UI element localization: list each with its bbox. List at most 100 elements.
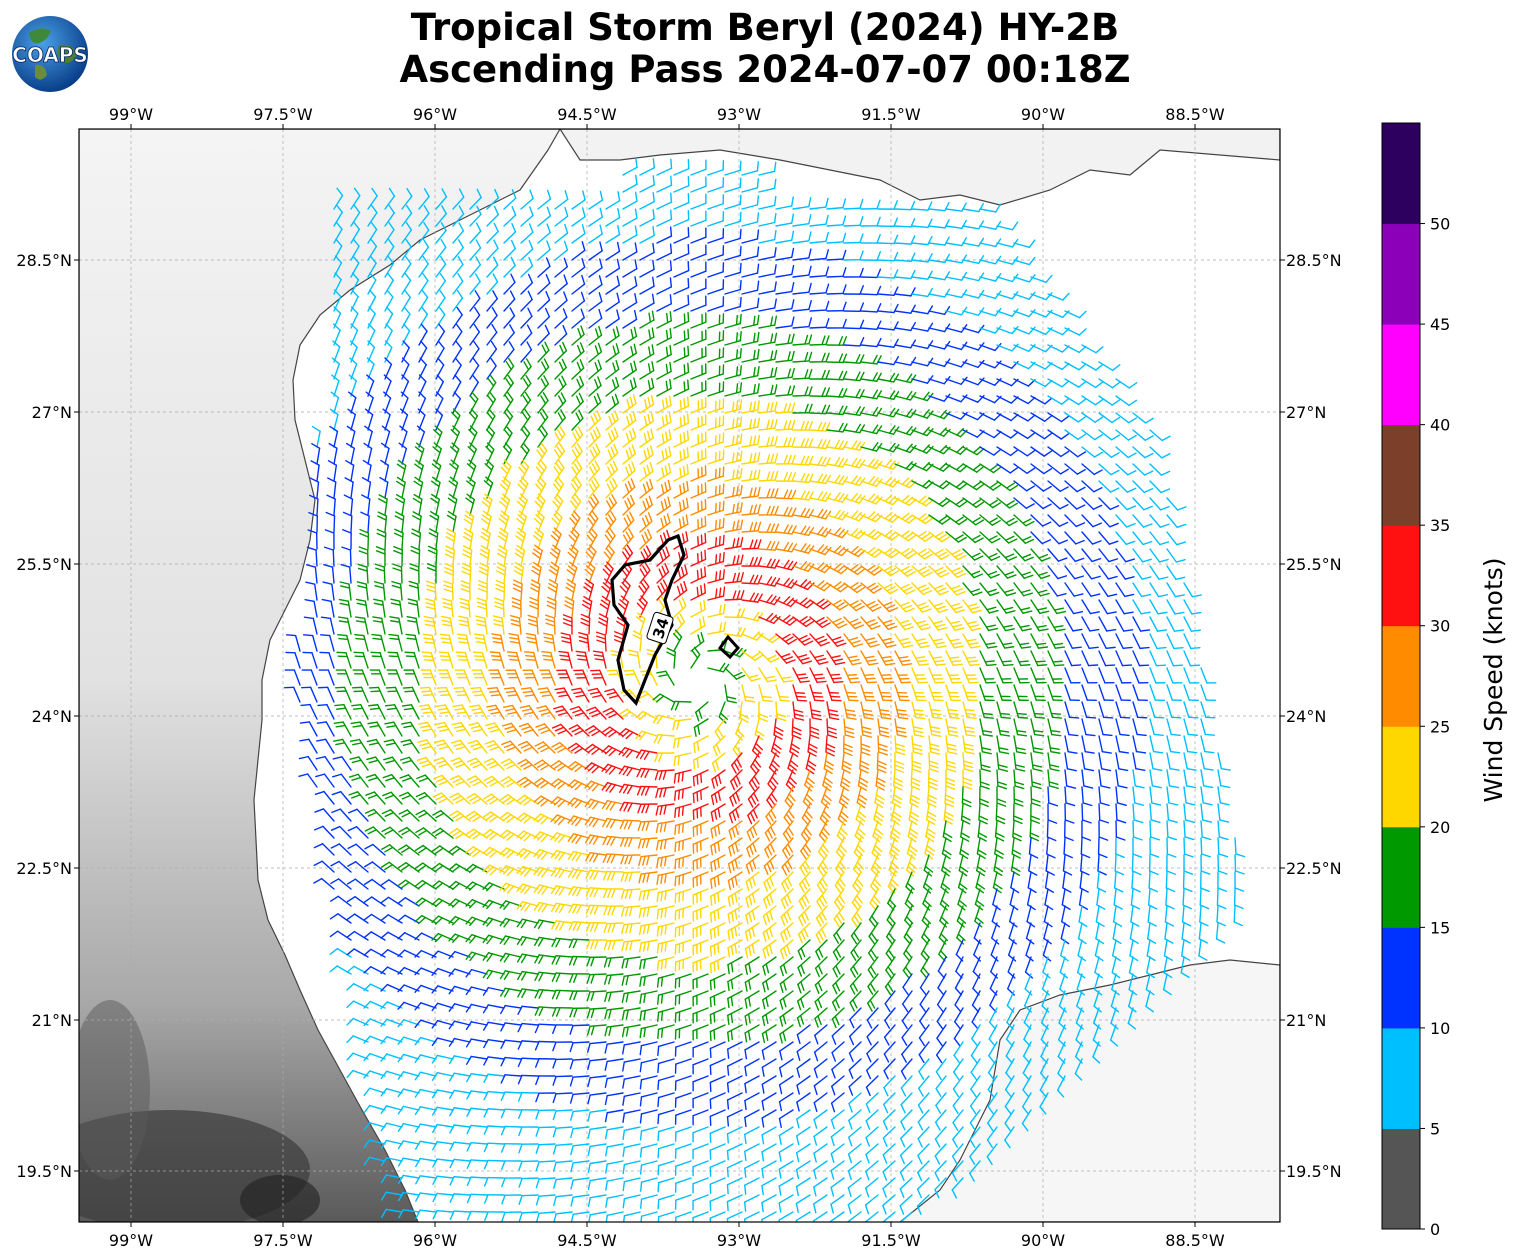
wind-barb xyxy=(1166,548,1186,563)
wind-barb xyxy=(731,752,743,774)
wind-barb xyxy=(343,494,354,516)
wind-barb xyxy=(792,667,811,683)
wind-barb xyxy=(401,238,412,261)
wind-barb xyxy=(1030,735,1044,755)
wind-barb xyxy=(553,459,565,482)
wind-barb xyxy=(1183,752,1197,771)
wind-barb xyxy=(1115,378,1138,389)
wind-barb xyxy=(1081,412,1104,423)
wind-barb xyxy=(584,743,607,755)
wind-barb xyxy=(996,616,1016,632)
wind-barb xyxy=(517,758,539,771)
wind-barb xyxy=(1149,429,1171,442)
wind-barb xyxy=(1047,752,1060,772)
wind-barb xyxy=(537,257,551,278)
wind-barb xyxy=(690,193,707,210)
wind-barb xyxy=(349,756,369,771)
wind-barb xyxy=(1064,718,1079,737)
wind-barb xyxy=(364,408,374,431)
wind-barb xyxy=(560,632,573,652)
wind-barb xyxy=(911,718,925,738)
wind-barb xyxy=(386,669,403,686)
title-line-1: Tropical Storm Beryl (2024) HY-2B xyxy=(410,6,1120,49)
wind-barb xyxy=(996,291,1019,300)
wind-barb xyxy=(635,730,658,741)
wind-barb xyxy=(711,769,726,789)
wind-barb xyxy=(1047,446,1070,458)
wind-barb xyxy=(605,494,618,516)
wind-barb xyxy=(724,589,745,601)
wind-barb xyxy=(826,509,849,521)
wind-barb xyxy=(962,514,985,526)
wind-barb xyxy=(707,586,726,601)
wind-barb xyxy=(877,718,890,738)
wind-barb xyxy=(554,206,569,227)
wind-barb xyxy=(429,511,440,533)
wind-barb xyxy=(299,721,318,737)
wind-barb xyxy=(1098,650,1116,667)
wind-barb xyxy=(1064,514,1086,528)
wind-barb xyxy=(945,752,957,773)
wind-barb xyxy=(498,510,510,533)
wind-barb xyxy=(554,324,568,346)
wind-barb xyxy=(331,357,341,380)
colorbar-label-svg: Wind Speed (knots) xyxy=(1479,557,1508,802)
wind-barb xyxy=(503,222,517,244)
wind-barb xyxy=(860,389,883,400)
wind-barb xyxy=(789,735,800,758)
lat-tick-label: 24°N xyxy=(32,707,72,726)
wind-barb xyxy=(962,667,979,684)
wind-barb xyxy=(741,400,760,414)
wind-barb xyxy=(298,755,318,771)
wind-barb xyxy=(775,230,795,244)
wind-barb xyxy=(1183,718,1198,736)
wind-barb xyxy=(622,528,634,550)
wind-barb xyxy=(741,263,760,278)
wind-barb xyxy=(367,221,378,244)
lon-tick-label: 90°W xyxy=(1021,105,1065,124)
wind-barb xyxy=(1132,735,1147,754)
wind-barb xyxy=(784,786,796,809)
wind-barb xyxy=(758,612,781,624)
wind-barb xyxy=(537,425,548,448)
wind-barb xyxy=(656,361,672,380)
wind-barb xyxy=(333,738,352,754)
wind-barb xyxy=(1149,446,1171,459)
wind-barb xyxy=(707,662,730,673)
wind-barb xyxy=(911,270,933,280)
wind-barb xyxy=(911,633,931,649)
wind-barb xyxy=(768,752,780,775)
wind-barb xyxy=(775,524,797,535)
wind-barb xyxy=(673,786,692,801)
wind-barb xyxy=(724,608,746,619)
wind-barb xyxy=(1149,735,1164,754)
wind-barb xyxy=(639,445,654,465)
wind-barb xyxy=(707,466,725,482)
wind-barb xyxy=(724,485,743,499)
wind-barb xyxy=(707,279,725,295)
wind-barb xyxy=(1200,667,1217,684)
wind-barb xyxy=(911,426,934,437)
wind-barb xyxy=(724,365,742,380)
wind-barb xyxy=(1098,531,1119,545)
wind-barb xyxy=(393,545,403,567)
wind-barb xyxy=(307,529,318,550)
wind-barb xyxy=(1047,599,1067,615)
wind-barb xyxy=(638,578,650,601)
wind-barb xyxy=(419,686,437,703)
wind-barb xyxy=(758,523,780,534)
wind-barb xyxy=(741,631,764,641)
wind-barb xyxy=(605,343,620,363)
wind-barb xyxy=(1047,378,1070,388)
wind-barb xyxy=(1149,633,1167,650)
wind-barb xyxy=(823,752,835,775)
wind-barb xyxy=(448,476,459,499)
wind-barb xyxy=(1081,735,1095,754)
wind-barb xyxy=(1013,274,1036,283)
wind-barb xyxy=(690,448,707,465)
wind-barb xyxy=(1081,769,1094,789)
wind-barb xyxy=(996,480,1019,492)
wind-barb xyxy=(334,703,352,720)
wind-barb xyxy=(588,190,604,210)
wind-barb xyxy=(435,222,447,244)
